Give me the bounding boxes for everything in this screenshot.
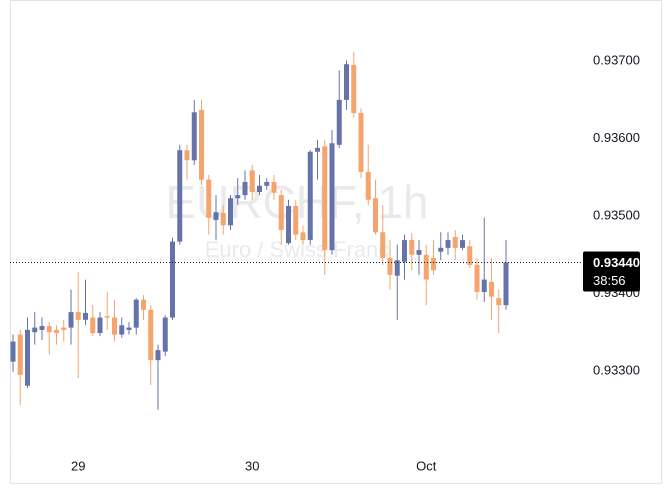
candle-body [336, 99, 342, 145]
candle-body [365, 171, 371, 200]
candle-body [206, 179, 212, 218]
candle-body [184, 150, 190, 161]
candle-body [394, 260, 400, 276]
candle-body [61, 327, 67, 330]
candle-body [162, 317, 168, 352]
candle-body [83, 312, 88, 320]
candle-body [445, 240, 451, 248]
candle-body [416, 250, 422, 255]
candle-body [264, 181, 270, 186]
candle-body [133, 299, 139, 328]
candle-body [257, 185, 262, 193]
candle-body [293, 205, 299, 235]
candle-body [380, 232, 386, 258]
y-tick-label: 0.93300 [593, 362, 640, 377]
candle-body [199, 109, 204, 180]
candle-body [39, 326, 45, 330]
candle-body [474, 264, 480, 292]
candle-body [409, 240, 415, 255]
candle-body [503, 262, 509, 306]
candle-body [351, 65, 357, 114]
candle-body [213, 212, 219, 220]
candle-body [307, 151, 313, 241]
candle-body [300, 232, 306, 241]
candle-body [373, 198, 378, 233]
candle-body [10, 341, 16, 362]
candle-body [286, 205, 291, 244]
x-tick-label: Oct [416, 458, 437, 473]
candle-body [220, 212, 226, 226]
candle-body [423, 254, 429, 280]
candle-body [271, 181, 277, 193]
candle-body [481, 279, 487, 292]
candle-body [148, 309, 154, 361]
candle-body [191, 112, 197, 161]
candle-body [315, 147, 320, 152]
candle-body [177, 150, 183, 242]
candle-body [467, 246, 473, 265]
candle-body [90, 317, 96, 334]
candle-body [155, 350, 161, 361]
x-tick-label: 29 [71, 458, 85, 473]
candle-body [358, 113, 364, 172]
y-tick-label: 0.93700 [593, 53, 640, 68]
candle-body [170, 241, 175, 318]
last-price-label: 0.93440 [593, 255, 640, 270]
y-tick-label: 0.93600 [593, 130, 640, 145]
candle-body [242, 181, 248, 196]
last-price-box [583, 251, 640, 292]
watermark-subtitle: Euro / Swiss Franc [205, 237, 390, 262]
candle-body [112, 317, 117, 335]
candle-body [68, 312, 74, 328]
candle-body [460, 240, 465, 248]
candle-body [75, 312, 81, 320]
candle-body [119, 325, 125, 335]
candle-body [249, 170, 255, 193]
chart-frame [10, 0, 662, 484]
candle-body [97, 317, 103, 334]
candle-body [496, 298, 502, 306]
countdown-label: 38:56 [593, 273, 626, 288]
candle-body [329, 143, 335, 251]
candle-body [489, 281, 494, 297]
candle-body [452, 236, 458, 248]
candle-body [104, 315, 110, 318]
candle-body [126, 327, 132, 330]
candle-body [32, 327, 38, 333]
candle-body [46, 326, 52, 333]
candle-body [431, 257, 436, 271]
y-tick-label: 0.93500 [593, 207, 640, 222]
candle-body [141, 299, 146, 310]
candle-body [278, 195, 284, 230]
x-tick-label: 30 [245, 458, 259, 473]
candle-body [387, 257, 393, 275]
candle-body [438, 247, 444, 252]
candle-body [25, 329, 30, 386]
candle-body [344, 64, 349, 100]
candle-body [17, 334, 23, 375]
candle-body [235, 195, 241, 199]
candle-body [54, 329, 59, 334]
candle-body [402, 240, 407, 262]
candle-body [322, 146, 328, 251]
candle-body [228, 198, 233, 226]
